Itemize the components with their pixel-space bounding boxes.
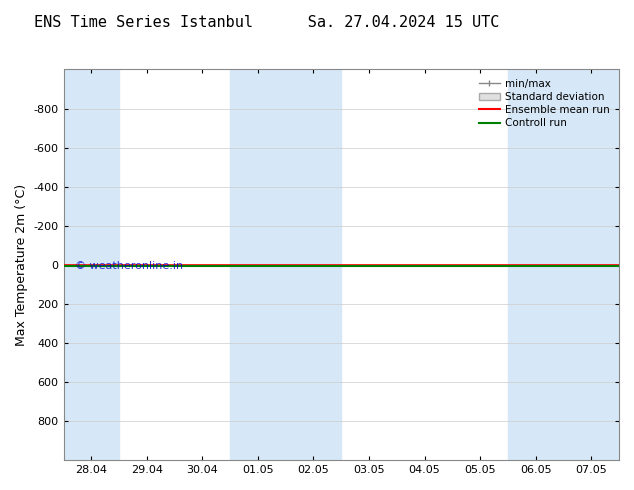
Bar xyxy=(286,70,341,460)
Y-axis label: Max Temperature 2m (°C): Max Temperature 2m (°C) xyxy=(15,184,28,346)
Bar xyxy=(230,70,286,460)
Bar xyxy=(63,70,119,460)
Text: ENS Time Series Istanbul      Sa. 27.04.2024 15 UTC: ENS Time Series Istanbul Sa. 27.04.2024 … xyxy=(34,15,499,30)
Text: © weatheronline.in: © weatheronline.in xyxy=(75,261,183,271)
Legend: min/max, Standard deviation, Ensemble mean run, Controll run: min/max, Standard deviation, Ensemble me… xyxy=(475,74,614,132)
Bar xyxy=(564,70,619,460)
Bar xyxy=(508,70,564,460)
